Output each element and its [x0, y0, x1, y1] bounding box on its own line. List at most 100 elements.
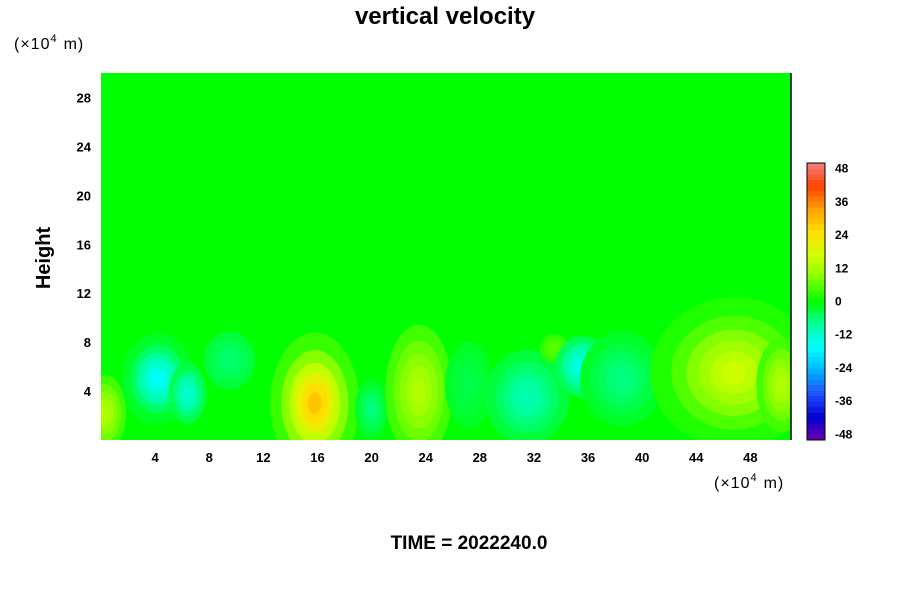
colorbar-bin: [807, 246, 825, 252]
colorbar-bin: [807, 240, 825, 247]
colorbar-bin: [807, 295, 825, 302]
colorbar-bin: [807, 257, 825, 264]
colorbar-tick-label: 36: [835, 195, 849, 209]
contour-level: [183, 387, 192, 400]
colorbar-tick-label: 12: [835, 261, 849, 275]
colorbar-bin: [807, 417, 825, 424]
x-tick-label: 20: [364, 450, 378, 465]
colorbar-bin: [807, 229, 825, 236]
chart-title: vertical velocity: [355, 3, 536, 30]
colorbar-bin: [807, 262, 825, 269]
colorbar-bin: [807, 334, 825, 341]
colorbar-bin: [807, 428, 825, 435]
colorbar-tick-label: 48: [835, 162, 849, 176]
x-axis-ticks: 4 8 12 16 20 24 28 32 36 40 44 48: [152, 450, 758, 465]
field-feature: [354, 379, 389, 440]
x-tick-label: 40: [635, 450, 649, 465]
plot-area: [101, 73, 792, 440]
contour-level: [613, 369, 631, 389]
colorbar-bin: [807, 218, 825, 225]
colorbar-bin: [807, 163, 825, 169]
y-tick-label: 20: [77, 188, 91, 203]
colorbar-tick-label: -12: [835, 328, 853, 342]
contour-level: [152, 371, 164, 386]
field-feature: [101, 375, 127, 440]
y-axis-label: Height: [33, 227, 55, 290]
colorbar-bin: [807, 329, 825, 336]
y-tick-label: 4: [84, 384, 92, 399]
colorbar-tick-label: 0: [835, 295, 842, 309]
colorbar-frame: [806, 162, 826, 441]
contour-level: [462, 373, 476, 397]
colorbar-bin: [807, 312, 825, 319]
field-feature: [385, 324, 453, 440]
contour-level: [412, 377, 426, 405]
colorbar-bin: [807, 284, 825, 291]
colorbar-bin: [807, 223, 825, 230]
x-axis-unit: (×104 m): [714, 472, 784, 492]
x-tick-label: 24: [418, 450, 433, 465]
x-tick-label: 4: [152, 450, 160, 465]
colorbar-bin: [807, 384, 825, 391]
colorbar-bin: [807, 273, 825, 280]
colorbar-bin: [807, 362, 825, 369]
colorbar-bin: [807, 251, 825, 258]
velocity-field: [101, 297, 791, 440]
y-axis-ticks: 4 8 12 16 20 24 28: [77, 90, 92, 399]
contour-level: [101, 405, 110, 421]
contour-level: [776, 375, 787, 395]
x-tick-label: 8: [206, 450, 213, 465]
contour-level: [518, 387, 536, 407]
colorbar-bin: [807, 174, 825, 180]
field-feature: [204, 331, 256, 390]
colorbar-bin: [807, 434, 825, 441]
x-tick-label: 44: [689, 450, 704, 465]
colorbar-bin: [807, 412, 825, 419]
y-tick-label: 8: [84, 335, 91, 350]
colorbar-bin: [807, 390, 825, 396]
colorbar: [806, 162, 826, 441]
field-feature: [756, 337, 791, 433]
colorbar-bin: [807, 179, 825, 186]
x-tick-label: 36: [581, 450, 595, 465]
field-feature: [270, 332, 360, 440]
colorbar-bin: [807, 318, 825, 324]
colorbar-bin: [807, 345, 825, 352]
colorbar-bin: [807, 323, 825, 330]
colorbar-bin: [807, 235, 825, 241]
colorbar-bin: [807, 379, 825, 385]
field-feature: [485, 349, 570, 440]
x-tick-label: 12: [256, 450, 270, 465]
colorbar-bin: [807, 207, 825, 214]
colorbar-bin: [807, 340, 825, 347]
x-tick-label: 16: [310, 450, 324, 465]
y-tick-label: 24: [77, 139, 92, 154]
colorbar-bin: [807, 351, 825, 358]
colorbar-tick-label: -24: [835, 361, 853, 375]
contour-level: [368, 403, 376, 416]
colorbar-bin: [807, 406, 825, 413]
y-tick-label: 28: [77, 90, 91, 105]
colorbar-bin: [807, 401, 825, 408]
colorbar-bin: [807, 290, 825, 297]
colorbar-bin: [807, 190, 825, 197]
colorbar-tick-label: -48: [835, 427, 853, 441]
colorbar-bin: [807, 268, 825, 275]
colorbar-bin: [807, 395, 825, 402]
colorbar-bin: [807, 373, 825, 380]
contour-level: [307, 392, 322, 415]
contour-level: [721, 360, 748, 385]
colorbar-bin: [807, 168, 825, 175]
field-feature: [168, 363, 207, 424]
colorbar-bin: [807, 212, 825, 219]
x-tick-label: 32: [527, 450, 541, 465]
colorbar-tick-label: 24: [835, 228, 849, 242]
x-tick-label: 28: [473, 450, 487, 465]
time-label: TIME = 2022240.0: [391, 533, 548, 554]
colorbar-tick-label: -36: [835, 394, 853, 408]
contour-level: [222, 352, 237, 369]
field-feature: [445, 341, 493, 429]
colorbar-bin: [807, 367, 825, 374]
colorbar-bin: [807, 196, 825, 203]
